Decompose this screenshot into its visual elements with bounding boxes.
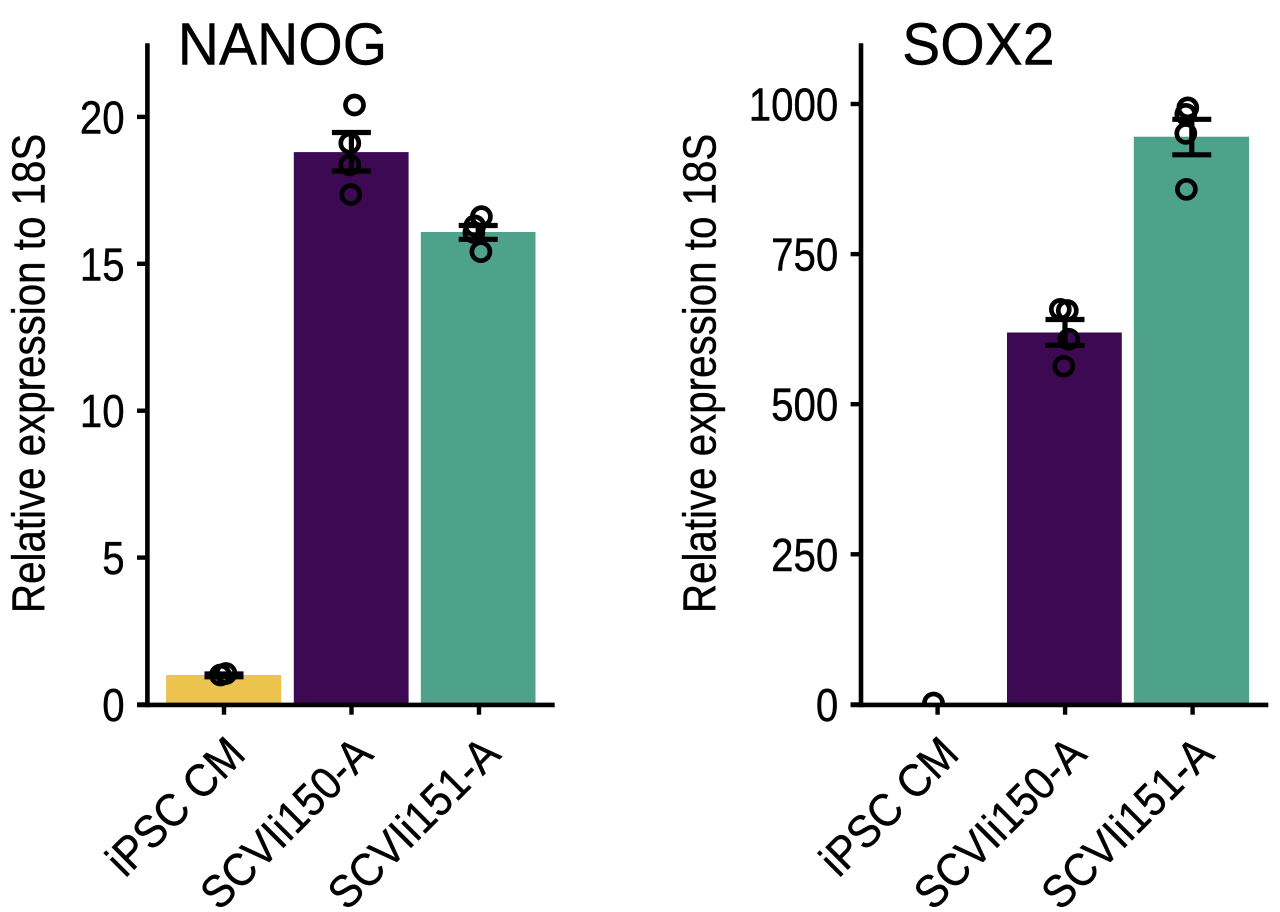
svg-text:750: 750 [771,230,838,281]
svg-text:1000: 1000 [749,80,839,131]
svg-text:10: 10 [80,387,125,438]
svg-text:500: 500 [771,380,838,431]
svg-text:0: 0 [102,681,124,732]
svg-text:Relative expression to 18S: Relative expression to 18S [675,134,726,613]
svg-text:20: 20 [80,93,125,144]
svg-text:5: 5 [102,534,124,585]
svg-text:SOX2: SOX2 [902,12,1054,78]
svg-text:Relative expression to 18S: Relative expression to 18S [4,134,55,613]
svg-text:15: 15 [80,240,125,291]
svg-text:0: 0 [816,681,838,732]
svg-text:NANOG: NANOG [178,12,387,78]
svg-text:250: 250 [771,530,838,581]
